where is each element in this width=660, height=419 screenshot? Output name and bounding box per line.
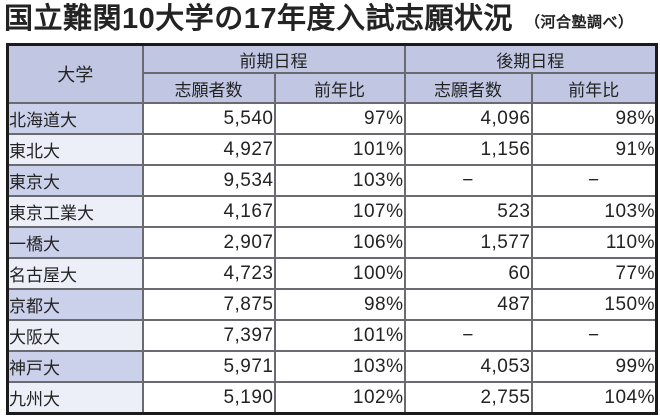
table-header: 大学 前期日程 後期日程 志願者数 前年比 志願者数 前年比 [6, 43, 658, 104]
second-applicants-cell: 4,096 [403, 102, 533, 135]
second-yoy-cell: − [530, 319, 658, 352]
first-applicants-cell: 4,927 [141, 133, 276, 166]
second-applicants-cell: − [403, 319, 533, 352]
first-yoy-cell: 101% [273, 133, 406, 166]
second-yoy-cell: 110% [530, 226, 658, 259]
university-cell: 東北大 [6, 133, 144, 166]
first-yoy-cell: 106% [273, 226, 406, 259]
university-cell: 神戸大 [6, 350, 144, 383]
second-applicants-cell: 487 [403, 288, 533, 321]
first-applicants-cell: 5,190 [141, 381, 276, 415]
header-first-yoy: 前年比 [273, 72, 406, 104]
first-applicants-cell: 5,540 [141, 102, 276, 135]
first-yoy-cell: 103% [273, 350, 406, 383]
first-yoy-cell: 98% [273, 288, 406, 321]
first-yoy-cell: 101% [273, 319, 406, 352]
header-second-yoy: 前年比 [530, 72, 658, 104]
university-cell: 名古屋大 [6, 257, 144, 290]
admissions-table: 大学 前期日程 後期日程 志願者数 前年比 志願者数 前年比 北海道大 5,54… [6, 43, 658, 415]
second-yoy-cell: 91% [530, 133, 658, 166]
first-applicants-cell: 9,534 [141, 164, 276, 197]
first-applicants-cell: 4,167 [141, 195, 276, 228]
first-yoy-cell: 103% [273, 164, 406, 197]
table-row: 一橋大 2,907 106% 1,577 110% [6, 226, 658, 259]
second-applicants-cell: 1,156 [403, 133, 533, 166]
first-yoy-cell: 107% [273, 195, 406, 228]
university-cell: 北海道大 [6, 102, 144, 135]
table-row: 東北大 4,927 101% 1,156 91% [6, 133, 658, 166]
table-row: 京都大 7,875 98% 487 150% [6, 288, 658, 321]
second-applicants-cell: 60 [403, 257, 533, 290]
second-applicants-cell: 2,755 [403, 381, 533, 415]
header-second-term: 後期日程 [403, 43, 658, 74]
university-cell: 東京大 [6, 164, 144, 197]
header-first-term: 前期日程 [141, 43, 406, 74]
university-cell: 大阪大 [6, 319, 144, 352]
table-row: 九州大 5,190 102% 2,755 104% [6, 381, 658, 415]
header-university: 大学 [6, 43, 144, 104]
table-row: 大阪大 7,397 101% − − [6, 319, 658, 352]
title-bar: 国立難関10大学の17年度入試志願状況 （河合塾調べ） [0, 0, 660, 36]
university-cell: 一橋大 [6, 226, 144, 259]
header-second-applicants: 志願者数 [403, 72, 533, 104]
university-cell: 京都大 [6, 288, 144, 321]
table-row: 東京大 9,534 103% − − [6, 164, 658, 197]
second-applicants-cell: 523 [403, 195, 533, 228]
page-title: 国立難関10大学の17年度入試志願状況 [4, 3, 514, 35]
university-cell: 東京工業大 [6, 195, 144, 228]
second-yoy-cell: 150% [530, 288, 658, 321]
first-yoy-cell: 97% [273, 102, 406, 135]
first-applicants-cell: 4,723 [141, 257, 276, 290]
first-applicants-cell: 7,875 [141, 288, 276, 321]
header-first-applicants: 志願者数 [141, 72, 276, 104]
table-row: 神戸大 5,971 103% 4,053 99% [6, 350, 658, 383]
first-applicants-cell: 2,907 [141, 226, 276, 259]
header-row-groups: 大学 前期日程 後期日程 [6, 43, 658, 104]
table-row: 名古屋大 4,723 100% 60 77% [6, 257, 658, 290]
second-yoy-cell: 77% [530, 257, 658, 290]
second-applicants-cell: − [403, 164, 533, 197]
table-row: 東京工業大 4,167 107% 523 103% [6, 195, 658, 228]
second-yoy-cell: − [530, 164, 658, 197]
second-yoy-cell: 98% [530, 102, 658, 135]
table-body: 北海道大 5,540 97% 4,096 98% 東北大 4,927 101% … [6, 102, 658, 415]
first-applicants-cell: 5,971 [141, 350, 276, 383]
second-yoy-cell: 103% [530, 195, 658, 228]
second-applicants-cell: 4,053 [403, 350, 533, 383]
university-cell: 九州大 [6, 381, 144, 415]
header-row-columns: 志願者数 前年比 志願者数 前年比 [8, 72, 658, 104]
first-yoy-cell: 102% [273, 381, 406, 415]
source-note: （河合塾調べ） [525, 14, 634, 31]
second-yoy-cell: 99% [530, 350, 658, 383]
first-applicants-cell: 7,397 [141, 319, 276, 352]
second-applicants-cell: 1,577 [403, 226, 533, 259]
first-yoy-cell: 100% [273, 257, 406, 290]
second-yoy-cell: 104% [530, 381, 658, 415]
table-row: 北海道大 5,540 97% 4,096 98% [6, 102, 658, 135]
